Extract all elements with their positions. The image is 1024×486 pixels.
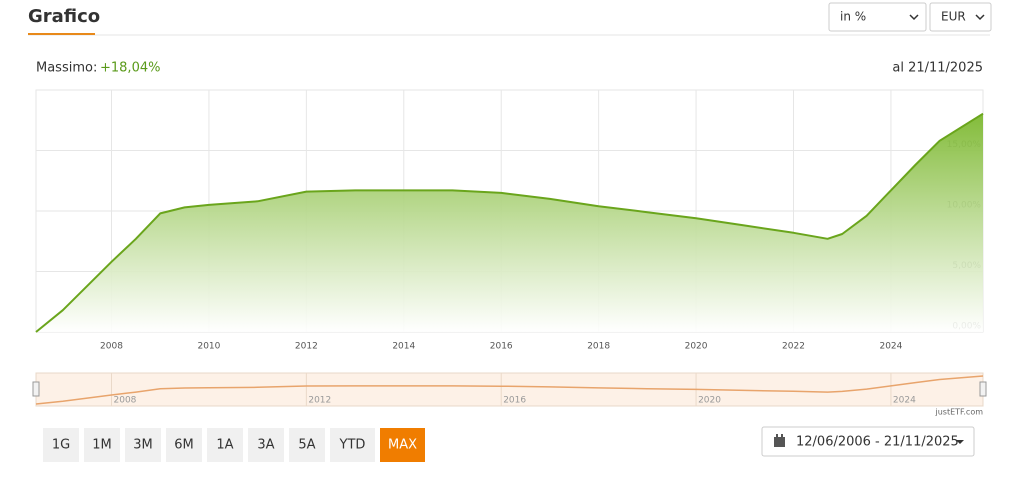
range-button[interactable] xyxy=(84,428,120,462)
range-button-label[interactable]: 1M xyxy=(92,438,112,453)
date-picker[interactable] xyxy=(761,426,975,457)
area xyxy=(36,113,983,332)
range-button-label[interactable]: MAX xyxy=(388,438,417,453)
range-button[interactable] xyxy=(380,428,425,462)
date-range[interactable]: 12/06/2006 - 21/11/2025 xyxy=(796,435,959,450)
max-label: Massimo: xyxy=(36,61,97,76)
x-tick-label: 2020 xyxy=(685,342,708,352)
caret xyxy=(956,440,964,444)
range-button-label[interactable]: 1G xyxy=(52,438,70,453)
navigator-tick-label: 2016 xyxy=(503,396,526,406)
range-button-label[interactable]: 1A xyxy=(216,438,233,453)
unit-select[interactable]: in % xyxy=(828,2,927,32)
title: Grafico xyxy=(28,6,100,27)
range-button-label[interactable]: 6M xyxy=(174,438,194,453)
x-tick-label: 2018 xyxy=(587,342,610,352)
select-box[interactable] xyxy=(929,2,992,32)
currency-select[interactable]: EUR xyxy=(929,2,992,32)
select-text[interactable]: EUR xyxy=(941,10,966,24)
range-button-label[interactable]: 5A xyxy=(298,438,315,453)
range-button[interactable] xyxy=(166,428,202,462)
range-button[interactable] xyxy=(289,428,325,462)
navigator-tick-label: 2024 xyxy=(893,396,916,406)
x-tick-label: 2014 xyxy=(392,342,415,352)
navigator-handle[interactable] xyxy=(32,381,40,397)
select-box[interactable] xyxy=(828,2,927,32)
x-tick-label: 2010 xyxy=(197,342,220,352)
x-tick-label: 2022 xyxy=(782,342,805,352)
calendar-icon xyxy=(774,434,785,447)
range-button[interactable] xyxy=(248,428,284,462)
credit: justETF.com xyxy=(935,408,984,417)
navigator-tick-label: 2020 xyxy=(698,396,721,406)
select-text[interactable]: in % xyxy=(840,10,866,24)
x-tick-label: 2016 xyxy=(490,342,513,352)
navigator-line xyxy=(35,375,984,405)
range-button[interactable] xyxy=(43,428,79,462)
navigator-tick-label: 2008 xyxy=(114,396,137,406)
range-button[interactable] xyxy=(330,428,375,462)
as-of-date: al 21/11/2025 xyxy=(892,61,983,76)
caret xyxy=(975,14,985,21)
max-value: +18,04% xyxy=(100,61,160,76)
range-button-label[interactable]: YTD xyxy=(339,438,366,453)
x-tick-label: 2024 xyxy=(879,342,902,352)
navigator-tick-label: 2012 xyxy=(308,396,331,406)
range-button[interactable] xyxy=(207,428,243,462)
x-tick-label: 2012 xyxy=(295,342,318,352)
range-button[interactable] xyxy=(125,428,161,462)
navigator-handle[interactable] xyxy=(979,381,987,397)
range-button-label[interactable]: 3M xyxy=(133,438,153,453)
line xyxy=(35,112,984,333)
caret xyxy=(909,14,919,21)
x-tick-label: 2008 xyxy=(100,342,123,352)
range-button-label[interactable]: 3A xyxy=(257,438,274,453)
